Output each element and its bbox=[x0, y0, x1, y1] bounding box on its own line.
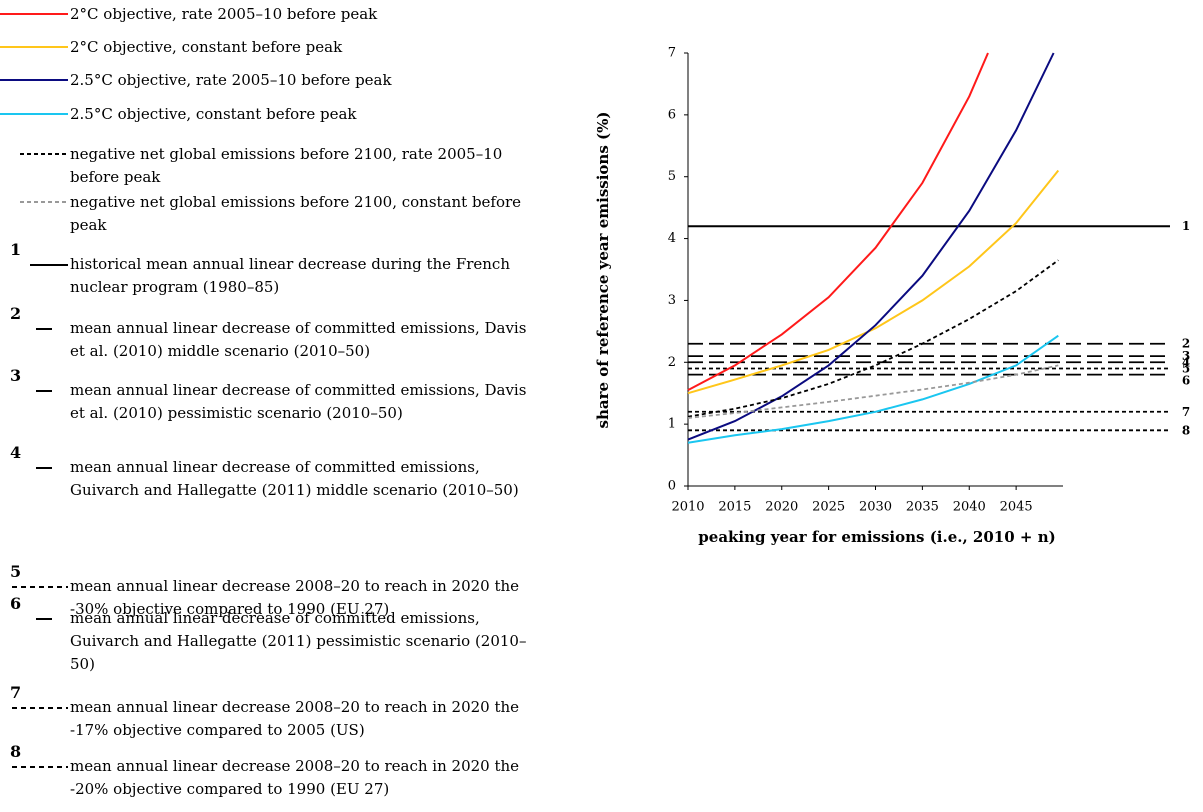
legend-label: 2°C objective, constant before peak bbox=[70, 38, 343, 56]
legend-label: mean annual linear decrease of committed… bbox=[70, 319, 527, 360]
y-tick-label: 4 bbox=[668, 231, 676, 246]
legend: 2°C objective, rate 2005–10 before peak 2… bbox=[0, 0, 560, 812]
reference-line-label: 3 bbox=[1182, 349, 1190, 363]
legend-label: mean annual linear decrease of committed… bbox=[70, 458, 519, 499]
legend-samples bbox=[0, 13, 68, 768]
series-line bbox=[687, 52, 1055, 441]
x-tick-label: 2025 bbox=[812, 500, 845, 515]
reference-line-label: 4 bbox=[1182, 355, 1190, 369]
x-tick-label: 2035 bbox=[906, 500, 939, 515]
y-axis-title: share of reference year emissions (%) bbox=[594, 112, 612, 429]
legend-label: mean annual linear decrease 2008–20 to r… bbox=[70, 698, 520, 739]
y-tick-label: 7 bbox=[668, 46, 676, 61]
x-tick-label: 2040 bbox=[953, 500, 986, 515]
x-tick-label: 2015 bbox=[718, 500, 751, 515]
reference-line-label: 5 bbox=[1182, 361, 1190, 375]
x-axis-title: peaking year for emissions (i.e., 2010 +… bbox=[698, 528, 1055, 546]
series-line bbox=[687, 259, 1059, 418]
y-tick-label: 2 bbox=[668, 355, 676, 370]
series-line bbox=[687, 334, 1059, 444]
series-line bbox=[687, 364, 1059, 419]
y-tick-label: 0 bbox=[668, 479, 676, 494]
x-tick-label: 2010 bbox=[671, 500, 704, 515]
legend-number: 2 bbox=[10, 304, 22, 323]
series-line bbox=[687, 52, 989, 391]
y-tick-label: 3 bbox=[668, 293, 676, 308]
legend-label: mean annual linear decrease 2008–20 to r… bbox=[70, 577, 520, 618]
legend-label: mean annual linear decrease 2008–20 to r… bbox=[70, 757, 520, 798]
legend-label: 2°C objective, rate 2005–10 before peak bbox=[70, 5, 378, 23]
legend-label: 2.5°C objective, constant before peak bbox=[70, 105, 357, 123]
legend-number: 5 bbox=[10, 562, 22, 581]
legend-number: 3 bbox=[10, 366, 22, 385]
x-tick-label: 2030 bbox=[859, 500, 892, 515]
legend-label: negative net global emissions before 210… bbox=[70, 145, 503, 186]
x-tick-label: 2045 bbox=[1000, 500, 1033, 515]
y-tick-label: 1 bbox=[668, 417, 676, 432]
legend-label: negative net global emissions before 210… bbox=[70, 193, 522, 234]
reference-line-label: 2 bbox=[1182, 337, 1190, 351]
legend-label: 2.5°C objective, rate 2005–10 before pea… bbox=[70, 71, 392, 89]
legend-label: historical mean annual linear decrease d… bbox=[70, 255, 510, 296]
legend-number: 7 bbox=[10, 683, 22, 702]
series-line bbox=[687, 169, 1060, 395]
x-tick-label: 2020 bbox=[765, 500, 798, 515]
legend-number: 1 bbox=[10, 240, 22, 259]
legend-label: mean annual linear decrease of committed… bbox=[70, 609, 527, 673]
reference-line-label: 8 bbox=[1182, 423, 1190, 437]
y-tick-label: 6 bbox=[668, 107, 676, 122]
reference-line-label: 1 bbox=[1182, 219, 1190, 233]
legend-number: 8 bbox=[10, 742, 22, 761]
reference-line-label: 6 bbox=[1182, 374, 1190, 388]
legend-number: 6 bbox=[10, 594, 22, 613]
y-tick-label: 5 bbox=[668, 169, 676, 184]
legend-label: mean annual linear decrease of committed… bbox=[70, 381, 527, 422]
reference-line-label: 7 bbox=[1182, 405, 1190, 419]
legend-number: 4 bbox=[10, 443, 22, 462]
